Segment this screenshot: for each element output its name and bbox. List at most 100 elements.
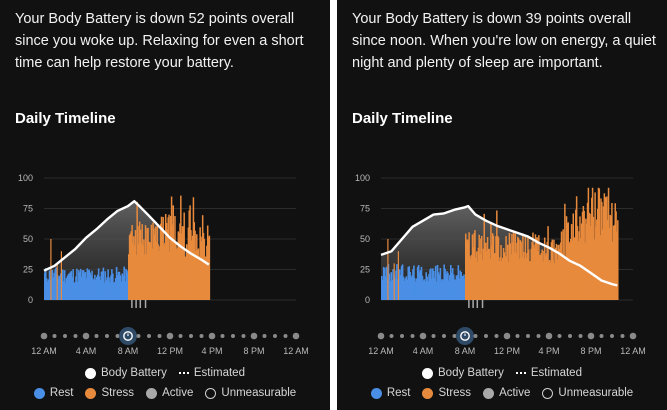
rest-bar (61, 269, 64, 300)
rest-bar (420, 266, 423, 300)
timeline-dot (452, 334, 457, 338)
timeline-dot (484, 334, 488, 338)
stress-bar (559, 242, 562, 300)
rest-bar (48, 270, 51, 300)
rest-bar (46, 281, 49, 300)
rest-bar (96, 274, 99, 300)
rest-bar (53, 272, 56, 300)
rest-bar (462, 275, 464, 300)
rest-bar (398, 269, 401, 300)
stress-bar (544, 255, 547, 300)
stress-bar (140, 243, 143, 300)
rest-bar (79, 268, 82, 300)
stress-bar (563, 258, 565, 300)
legend-rest: Rest (33, 387, 73, 399)
stress-bar (582, 206, 585, 300)
rest-bar (109, 282, 111, 300)
daily-timeline-title: Daily Timeline (15, 110, 116, 127)
rest-bar (77, 281, 79, 300)
stress-bar (185, 256, 187, 300)
rest-bar (116, 275, 119, 300)
rest-dot-icon (370, 387, 382, 399)
stress-bar (195, 251, 197, 300)
timeline-dot (105, 334, 109, 338)
timeline-dot (283, 334, 288, 338)
rest-bar (415, 281, 417, 300)
timeline-dot (136, 334, 141, 338)
rest-bar (104, 271, 107, 300)
stress-bar (505, 236, 507, 300)
stress-bar (205, 256, 207, 300)
stress-bar (585, 223, 588, 300)
stress-bar (479, 254, 481, 300)
body-battery-line (43, 199, 210, 272)
timeline-dot (545, 332, 553, 340)
stress-bar (139, 229, 142, 300)
timeline-dot (515, 334, 520, 338)
rest-bar (57, 278, 59, 300)
stress-bar (467, 240, 470, 300)
stress-bar (545, 253, 548, 300)
stress-bar (468, 232, 470, 300)
stress-bar (586, 202, 589, 300)
timeline-dot (494, 334, 499, 338)
rest-bar (460, 272, 462, 300)
stress-bar (502, 248, 505, 300)
stress-bar (166, 229, 169, 300)
timeline-dot (389, 334, 394, 338)
rest-bar (417, 265, 420, 300)
rest-bar (449, 274, 451, 300)
rest-bar (426, 276, 428, 300)
legend-stress: Stress (85, 387, 134, 399)
rest-bar (385, 266, 388, 300)
x-tick-label: 8 PM (580, 346, 601, 356)
rest-bar (72, 269, 74, 300)
rest-bar (383, 268, 386, 300)
rest-bar (70, 270, 73, 300)
timeline-dot (599, 334, 604, 338)
stress-bar (517, 238, 520, 300)
stress-bar (492, 235, 495, 300)
stress-bar (507, 244, 509, 300)
stress-bar (600, 198, 602, 300)
stress-bar (201, 215, 204, 300)
stress-bar (175, 249, 178, 300)
stress-bar (511, 233, 513, 300)
active-dot-icon (146, 387, 158, 399)
stress-bar (591, 197, 593, 300)
stress-bar (132, 242, 134, 300)
rest-bar (455, 275, 458, 300)
rest-bar (84, 271, 87, 300)
rest-bar (384, 276, 387, 300)
stress-bar (208, 235, 211, 300)
timeline-dot (620, 334, 625, 338)
stress-bar (610, 216, 612, 300)
legend-estimated: Estimated (515, 367, 582, 379)
stress-bar (133, 236, 135, 300)
stress-bar (160, 216, 163, 300)
stress-bar (165, 223, 168, 300)
rest-bar (65, 277, 68, 300)
rest-bar (118, 271, 121, 300)
rest-bar (429, 269, 431, 300)
rest-bar (123, 266, 125, 300)
rest-bar (59, 275, 61, 300)
rest-dot-icon (33, 387, 45, 399)
stress-bar (605, 198, 607, 300)
rest-bar (69, 272, 72, 300)
stress-bar (159, 246, 161, 300)
stress-bar (576, 226, 579, 300)
stress-bar (168, 214, 170, 300)
battery-summary-text: Your Body Battery is down 52 points over… (15, 11, 304, 71)
stress-bar (606, 220, 609, 300)
stress-bar (187, 227, 190, 300)
timeline-dot (147, 334, 151, 338)
stress-bar (169, 251, 171, 300)
stress-bar (60, 251, 62, 300)
stress-bar (491, 245, 493, 300)
rest-bar (55, 267, 57, 300)
stress-bar (181, 226, 184, 300)
rest-bar (95, 279, 97, 300)
x-tick-label: 4 AM (413, 346, 434, 356)
stress-bar (131, 225, 133, 300)
